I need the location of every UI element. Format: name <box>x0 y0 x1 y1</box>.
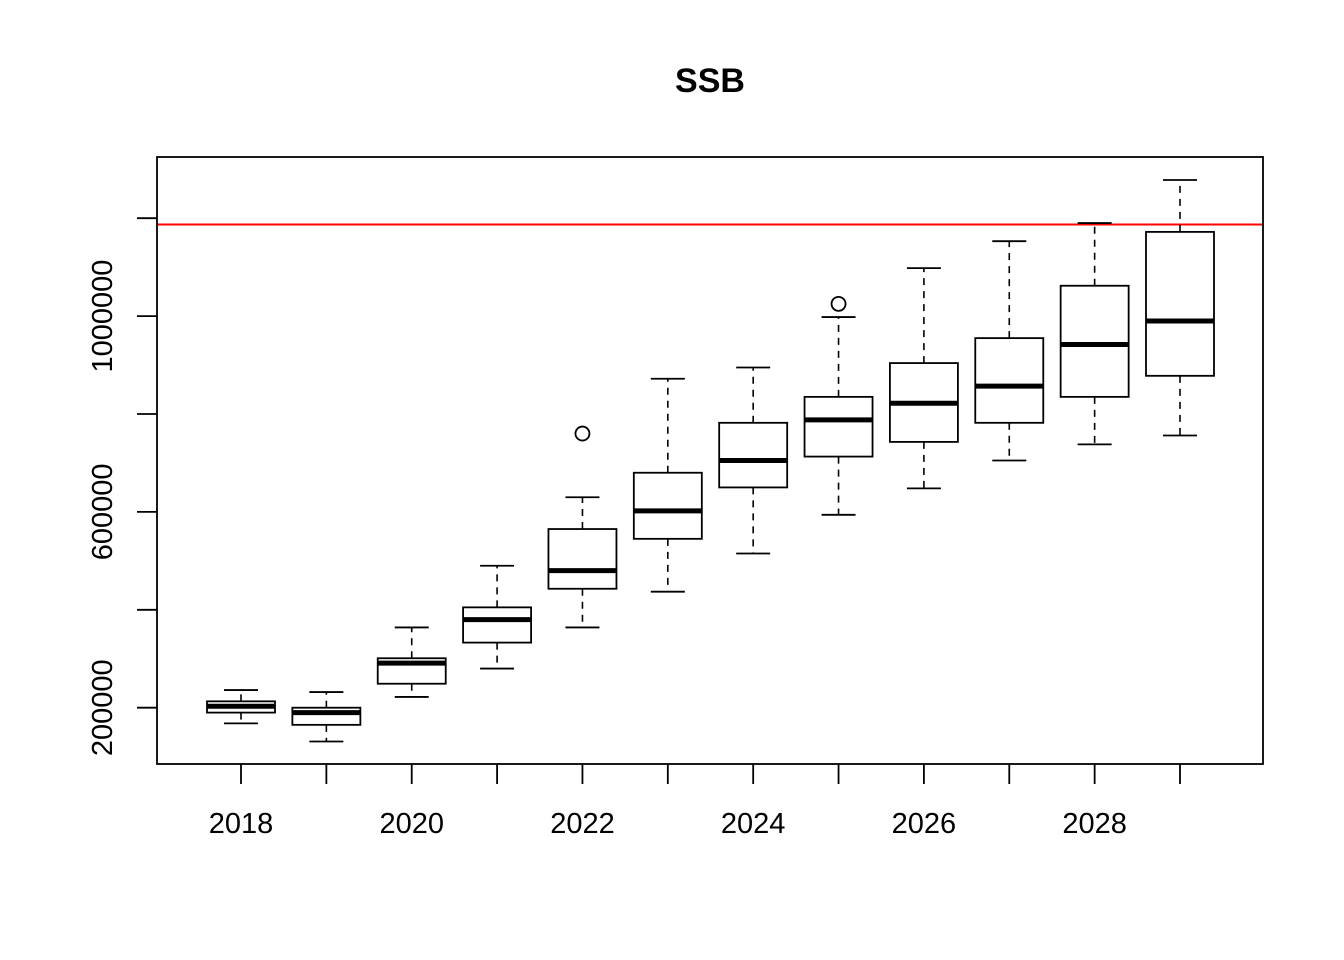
box-2027 <box>974 337 1045 424</box>
box-2023 <box>632 471 703 540</box>
plot-area: 2018 2020 2022 2024 2026 2028 200000 600000 1000… <box>87 156 1264 840</box>
box-2021 <box>462 606 532 644</box>
box-2029 <box>1145 230 1215 377</box>
x-tick-label-2020: 2020 <box>379 808 444 840</box>
x-tick-label-2018: 2018 <box>209 808 274 840</box>
box-2022 <box>547 528 618 590</box>
y-tick-label-600000: 600000 <box>87 464 119 561</box>
outlier-2025-0 <box>830 295 847 312</box>
box-2028 <box>1059 284 1130 398</box>
x-tick-label-2024: 2024 <box>721 808 786 840</box>
x-tick-label-2028: 2028 <box>1062 808 1127 840</box>
x-tick-label-2026: 2026 <box>892 808 957 840</box>
x-tick-label-2022: 2022 <box>550 808 615 840</box>
chart-title: SSB <box>675 62 745 100</box>
y-tick-label-200000: 200000 <box>87 659 119 756</box>
box-2025 <box>803 395 874 458</box>
box-2024 <box>718 421 789 489</box>
outlier-2022-0 <box>574 425 591 442</box>
plot-frame <box>156 156 1264 765</box>
y-tick-label-1000000: 1000000 <box>87 260 119 373</box>
